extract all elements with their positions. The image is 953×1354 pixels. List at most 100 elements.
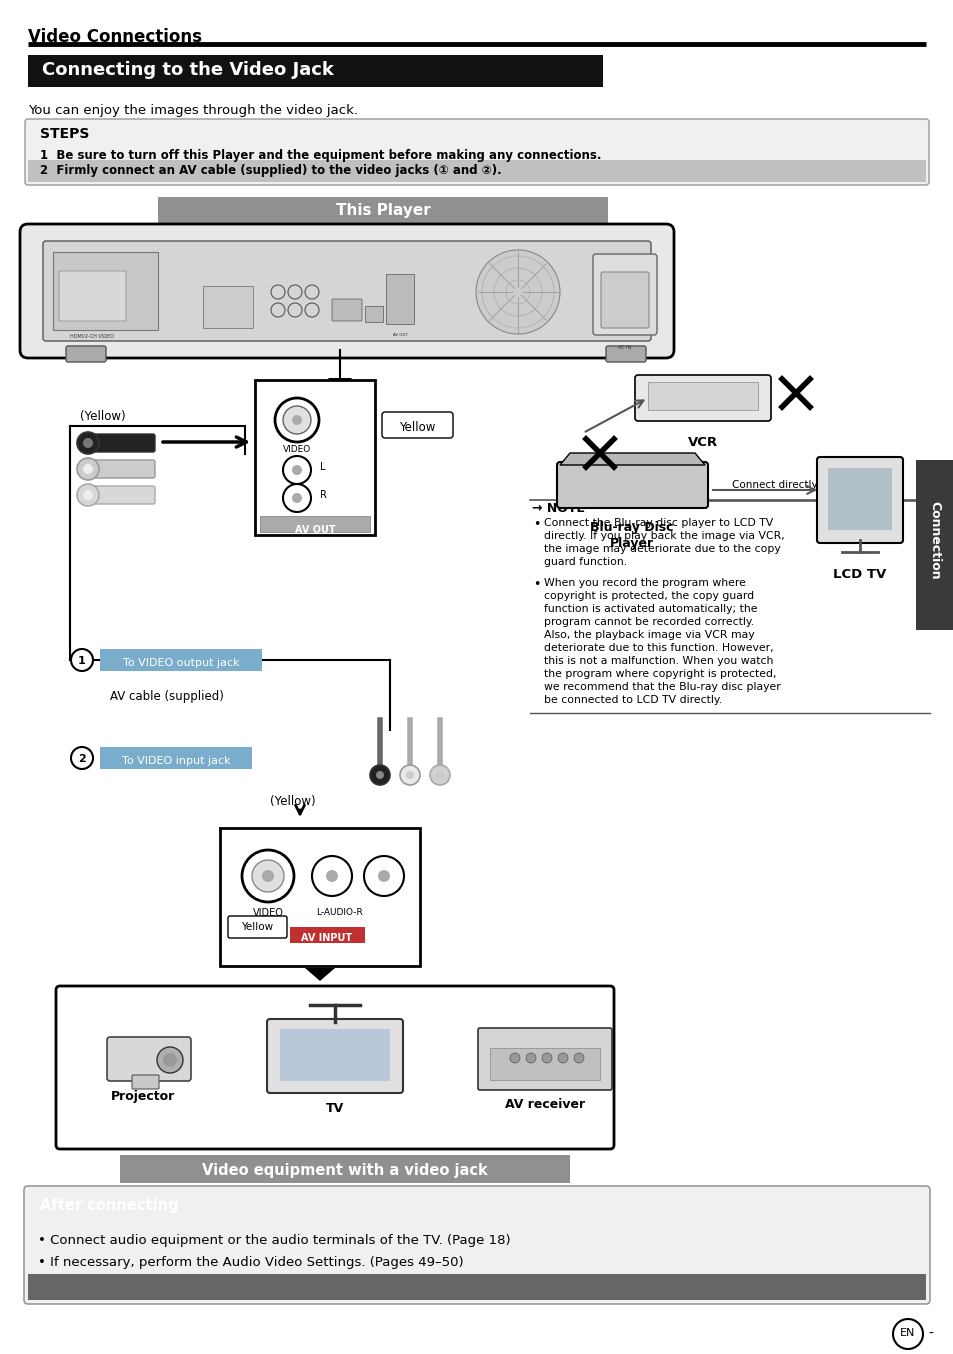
Text: When you record the program where: When you record the program where [543,578,745,588]
Text: 1  Be sure to turn off this Player and the equipment before making any connectio: 1 Be sure to turn off this Player and th… [40,149,601,162]
Text: Blu-ray Disc
Player: Blu-ray Disc Player [590,521,673,550]
FancyBboxPatch shape [386,274,414,324]
Text: 2CH AUDIO: 2CH AUDIO [275,519,318,527]
FancyBboxPatch shape [228,917,287,938]
Text: Projector: Projector [111,1090,175,1104]
FancyBboxPatch shape [24,1186,929,1304]
Circle shape [283,483,311,512]
Text: STEPS: STEPS [40,127,90,141]
Text: EN: EN [900,1328,915,1338]
Circle shape [283,406,311,435]
Text: L: L [319,462,325,473]
FancyBboxPatch shape [100,649,262,672]
Text: deteriorate due to this function. However,: deteriorate due to this function. Howeve… [543,643,773,653]
Text: TV: TV [326,1102,344,1114]
Text: Yellow: Yellow [241,922,273,932]
Circle shape [252,860,284,892]
Text: • Connect audio equipment or the audio terminals of the TV. (Page 18): • Connect audio equipment or the audio t… [38,1233,510,1247]
FancyBboxPatch shape [827,468,891,529]
Polygon shape [305,968,335,982]
Text: VIDEO: VIDEO [283,445,311,454]
Circle shape [375,770,384,779]
FancyBboxPatch shape [600,272,648,328]
Circle shape [510,1053,519,1063]
Text: This Player: This Player [335,203,430,218]
Text: 2  Firmly connect an AV cable (supplied) to the video jacks (① and ②).: 2 Firmly connect an AV cable (supplied) … [40,164,501,177]
Text: Yellow: Yellow [398,421,435,435]
Text: AV receiver: AV receiver [504,1098,584,1112]
Text: (Yellow): (Yellow) [80,410,126,422]
FancyBboxPatch shape [254,380,375,535]
FancyBboxPatch shape [816,458,902,543]
Circle shape [71,649,92,672]
Text: 1: 1 [78,655,86,666]
Circle shape [399,765,419,785]
FancyBboxPatch shape [59,271,126,321]
FancyBboxPatch shape [220,829,419,965]
FancyBboxPatch shape [593,255,657,334]
Circle shape [77,458,99,481]
Circle shape [436,770,443,779]
FancyBboxPatch shape [86,460,154,478]
Circle shape [370,765,390,785]
Text: copyright is protected, the copy guard: copyright is protected, the copy guard [543,590,753,601]
Text: Connect directly: Connect directly [731,481,817,490]
Text: the image may deteriorate due to the copy: the image may deteriorate due to the cop… [543,544,780,554]
FancyBboxPatch shape [107,1037,191,1080]
FancyBboxPatch shape [53,252,158,330]
Text: be connected to LCD TV directly.: be connected to LCD TV directly. [543,695,721,705]
Circle shape [558,1053,567,1063]
Text: •: • [533,578,539,590]
Text: L-AUDIO-R: L-AUDIO-R [316,909,363,917]
Text: Connecting to the Video Jack: Connecting to the Video Jack [42,61,334,79]
FancyBboxPatch shape [100,747,252,769]
FancyBboxPatch shape [490,1048,599,1080]
Text: program cannot be recorded correctly.: program cannot be recorded correctly. [543,617,753,627]
Text: AV OUT: AV OUT [393,333,407,337]
FancyBboxPatch shape [290,927,365,942]
FancyBboxPatch shape [120,1155,569,1183]
Text: AV OUT: AV OUT [294,525,335,535]
FancyBboxPatch shape [365,306,382,322]
Text: You can enjoy the images through the video jack.: You can enjoy the images through the vid… [28,104,357,116]
Circle shape [312,856,352,896]
Text: directly. If you play back the image via VCR,: directly. If you play back the image via… [543,531,784,542]
Text: To VIDEO output jack: To VIDEO output jack [123,658,239,668]
Circle shape [77,483,99,506]
FancyBboxPatch shape [25,119,928,185]
Text: R: R [319,490,327,500]
FancyBboxPatch shape [66,347,106,362]
FancyBboxPatch shape [280,1029,390,1080]
Text: AV INPUT: AV INPUT [301,933,353,942]
FancyBboxPatch shape [267,1020,402,1093]
Text: (Yellow): (Yellow) [270,795,315,808]
Circle shape [476,250,559,334]
Circle shape [157,1047,183,1072]
Circle shape [83,490,92,500]
Circle shape [292,414,302,425]
Text: LCD TV: LCD TV [833,567,885,581]
Polygon shape [328,378,352,393]
Circle shape [377,871,390,881]
FancyBboxPatch shape [56,986,614,1150]
FancyBboxPatch shape [332,299,361,321]
Circle shape [71,747,92,769]
Circle shape [274,398,318,441]
Circle shape [326,871,337,881]
Circle shape [77,432,99,454]
FancyBboxPatch shape [203,286,253,328]
Text: -: - [927,1327,932,1340]
Text: To VIDEO input jack: To VIDEO input jack [122,756,230,766]
Text: AC IN: AC IN [618,345,631,349]
FancyBboxPatch shape [20,223,673,357]
Text: Connect the Blu-ray disc player to LCD TV: Connect the Blu-ray disc player to LCD T… [543,519,773,528]
Circle shape [83,464,92,474]
FancyBboxPatch shape [132,1075,159,1089]
Text: → NOTE: → NOTE [532,502,584,515]
FancyBboxPatch shape [86,435,154,452]
FancyBboxPatch shape [158,196,607,223]
Circle shape [262,871,274,881]
Text: the program where copyright is protected,: the program where copyright is protected… [543,669,776,678]
Circle shape [430,765,450,785]
Text: 2: 2 [78,754,86,764]
